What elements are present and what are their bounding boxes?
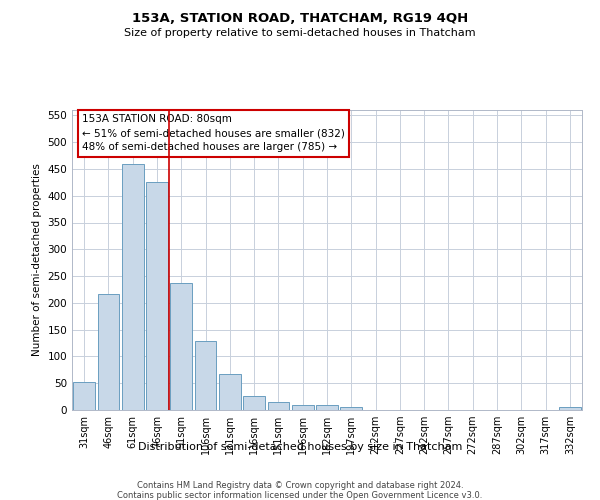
Bar — [243, 396, 265, 410]
Text: Contains public sector information licensed under the Open Government Licence v3: Contains public sector information licen… — [118, 491, 482, 500]
Text: 153A STATION ROAD: 80sqm
← 51% of semi-detached houses are smaller (832)
48% of : 153A STATION ROAD: 80sqm ← 51% of semi-d… — [82, 114, 345, 152]
Bar — [73, 382, 95, 410]
Bar — [559, 408, 581, 410]
Bar — [340, 408, 362, 410]
Bar — [219, 374, 241, 410]
Text: Size of property relative to semi-detached houses in Thatcham: Size of property relative to semi-detach… — [124, 28, 476, 38]
Text: Contains HM Land Registry data © Crown copyright and database right 2024.: Contains HM Land Registry data © Crown c… — [137, 481, 463, 490]
Bar — [170, 282, 192, 410]
Y-axis label: Number of semi-detached properties: Number of semi-detached properties — [32, 164, 42, 356]
Bar — [316, 404, 338, 410]
Bar — [97, 294, 119, 410]
Bar — [292, 404, 314, 410]
Text: 153A, STATION ROAD, THATCHAM, RG19 4QH: 153A, STATION ROAD, THATCHAM, RG19 4QH — [132, 12, 468, 26]
Bar — [194, 342, 217, 410]
Bar — [122, 164, 143, 410]
Bar — [146, 182, 168, 410]
Bar — [268, 402, 289, 410]
Text: Distribution of semi-detached houses by size in Thatcham: Distribution of semi-detached houses by … — [138, 442, 462, 452]
